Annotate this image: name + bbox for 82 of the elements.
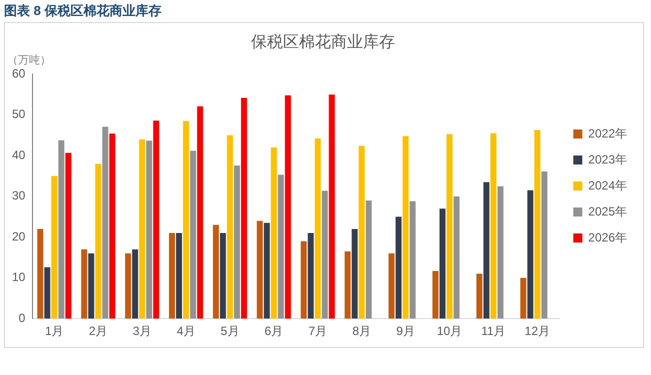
- x-tick-label: 3月: [132, 324, 152, 338]
- bar: [44, 267, 50, 319]
- legend-label: 2022年: [588, 126, 628, 140]
- bar: [95, 164, 102, 319]
- bar: [490, 133, 496, 319]
- y-tick-label: 10: [12, 270, 26, 284]
- chart-title: 保税区棉花商业库存: [251, 33, 395, 52]
- bar: [125, 253, 132, 319]
- bar: [396, 216, 402, 319]
- bar: [476, 274, 482, 319]
- bar: [344, 251, 351, 319]
- bar: [278, 174, 284, 319]
- bar: [483, 182, 490, 319]
- bar: [497, 186, 504, 319]
- bar: [527, 190, 534, 319]
- bar: [432, 270, 438, 319]
- bar: [402, 136, 409, 319]
- bar: [65, 152, 72, 319]
- bar: [308, 233, 314, 319]
- bar: [183, 121, 190, 319]
- legend-label: 2025年: [588, 204, 628, 218]
- y-tick-label: 0: [18, 310, 26, 325]
- bar: [264, 222, 270, 319]
- bar: [132, 249, 138, 319]
- bar: [256, 220, 263, 319]
- bar: [328, 94, 335, 319]
- bar: [241, 98, 247, 319]
- bar: [352, 228, 358, 319]
- y-tick-label: 60: [12, 66, 26, 81]
- bar: [176, 233, 182, 319]
- x-tick-label: 9月: [396, 324, 415, 338]
- bar: [270, 148, 277, 319]
- bar: [520, 278, 526, 319]
- bar: [51, 176, 58, 319]
- bar: [58, 140, 64, 319]
- text: 图表 8 保税区棉花商业库存: [4, 2, 162, 20]
- x-tick-label: 11月: [481, 324, 506, 338]
- bar: [234, 165, 240, 319]
- y-tick-label: 50: [12, 107, 26, 122]
- x-tick-label: 1月: [44, 324, 64, 338]
- bar: [322, 190, 328, 319]
- bar: [109, 134, 116, 319]
- bar: [541, 172, 548, 319]
- bar: [226, 135, 233, 319]
- x-tick-label: 4月: [176, 324, 196, 338]
- bar: [410, 201, 416, 319]
- bar: [314, 138, 321, 319]
- x-tick-label: 6月: [264, 324, 284, 338]
- bar: [440, 208, 446, 319]
- bar: [37, 228, 44, 319]
- bar: [169, 233, 175, 319]
- legend-label: 2023年: [588, 152, 628, 166]
- bar: [446, 134, 453, 319]
- bar: [358, 146, 365, 319]
- legend-label: 2024年: [588, 178, 628, 192]
- bar: [300, 241, 307, 319]
- bar: [534, 130, 540, 319]
- bar: [366, 200, 372, 319]
- legend-label: 2026年: [588, 230, 628, 244]
- bar: [102, 126, 108, 319]
- bar: [153, 120, 160, 319]
- x-tick-label: 12月: [524, 324, 550, 338]
- y-tick-label: 20: [12, 229, 26, 244]
- x-tick-label: 7月: [308, 324, 328, 338]
- bar: [146, 140, 152, 319]
- x-tick-label: 5月: [220, 324, 240, 338]
- x-tick-label: 8月: [352, 324, 372, 338]
- x-tick-label: 10月: [436, 324, 462, 338]
- bar: [212, 224, 219, 319]
- bar: [88, 253, 94, 319]
- bar: [81, 249, 88, 319]
- bar: [220, 233, 226, 319]
- bar: [197, 106, 204, 319]
- bar: [388, 253, 395, 319]
- bar: [454, 196, 460, 319]
- y-tick-label: 40: [12, 148, 26, 162]
- y-tick-label: 30: [12, 188, 26, 203]
- bar: [190, 150, 196, 319]
- x-tick-label: 2月: [88, 324, 108, 338]
- y-axis-title: （万吨）: [7, 54, 51, 67]
- bar: [139, 139, 146, 319]
- bar: [284, 95, 291, 319]
